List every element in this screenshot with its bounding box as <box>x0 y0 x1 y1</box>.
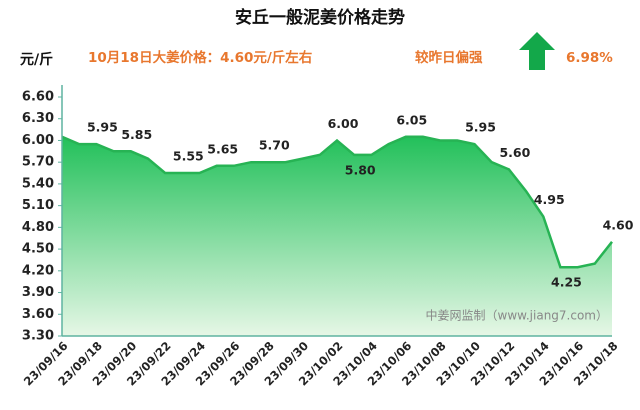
y-tick-label: 3.90 <box>22 285 54 300</box>
up-arrow <box>519 32 555 70</box>
value-label: 5.80 <box>345 162 376 177</box>
y-tick-label: 5.10 <box>22 198 54 213</box>
value-label: 6.00 <box>328 116 359 131</box>
value-label: 4.60 <box>603 217 634 232</box>
value-label: 5.95 <box>465 120 496 135</box>
watermark: 中姜网监制（www.jiang7.com） <box>426 308 608 323</box>
line <box>61 135 613 269</box>
value-label: 4.95 <box>534 192 565 207</box>
value-label: 5.85 <box>121 127 152 142</box>
y-tick-label: 4.20 <box>22 263 54 278</box>
y-tick-label: 5.40 <box>22 176 54 191</box>
value-label: 5.95 <box>87 120 118 135</box>
y-tick-label: 6.60 <box>22 90 54 105</box>
value-label: 5.60 <box>499 145 530 160</box>
y-unit: 元/斤 <box>20 51 53 68</box>
value-label: 6.05 <box>396 112 427 127</box>
y-tick-label: 4.80 <box>22 220 54 235</box>
chart-title: 安丘一般泥姜价格走势 <box>235 7 405 28</box>
value-label: 5.55 <box>173 149 204 164</box>
value-label: 4.25 <box>551 275 582 290</box>
y-tick-label: 4.50 <box>22 242 54 257</box>
change: 6.98% <box>566 50 613 66</box>
area <box>62 136 612 336</box>
value-label: 5.65 <box>207 141 238 156</box>
y-tick-label: 3.60 <box>22 307 54 322</box>
y-tick-label: 3.30 <box>22 329 54 344</box>
subtitle: 10月18日大姜价格：4.60元/斤左右 <box>88 49 312 66</box>
y-tick-label: 6.30 <box>22 111 54 126</box>
y-tick-label: 6.00 <box>22 133 54 148</box>
change-text: 较昨日偏强 <box>415 49 483 66</box>
value-label: 5.70 <box>259 138 290 153</box>
y-tick-label: 5.70 <box>22 155 54 170</box>
